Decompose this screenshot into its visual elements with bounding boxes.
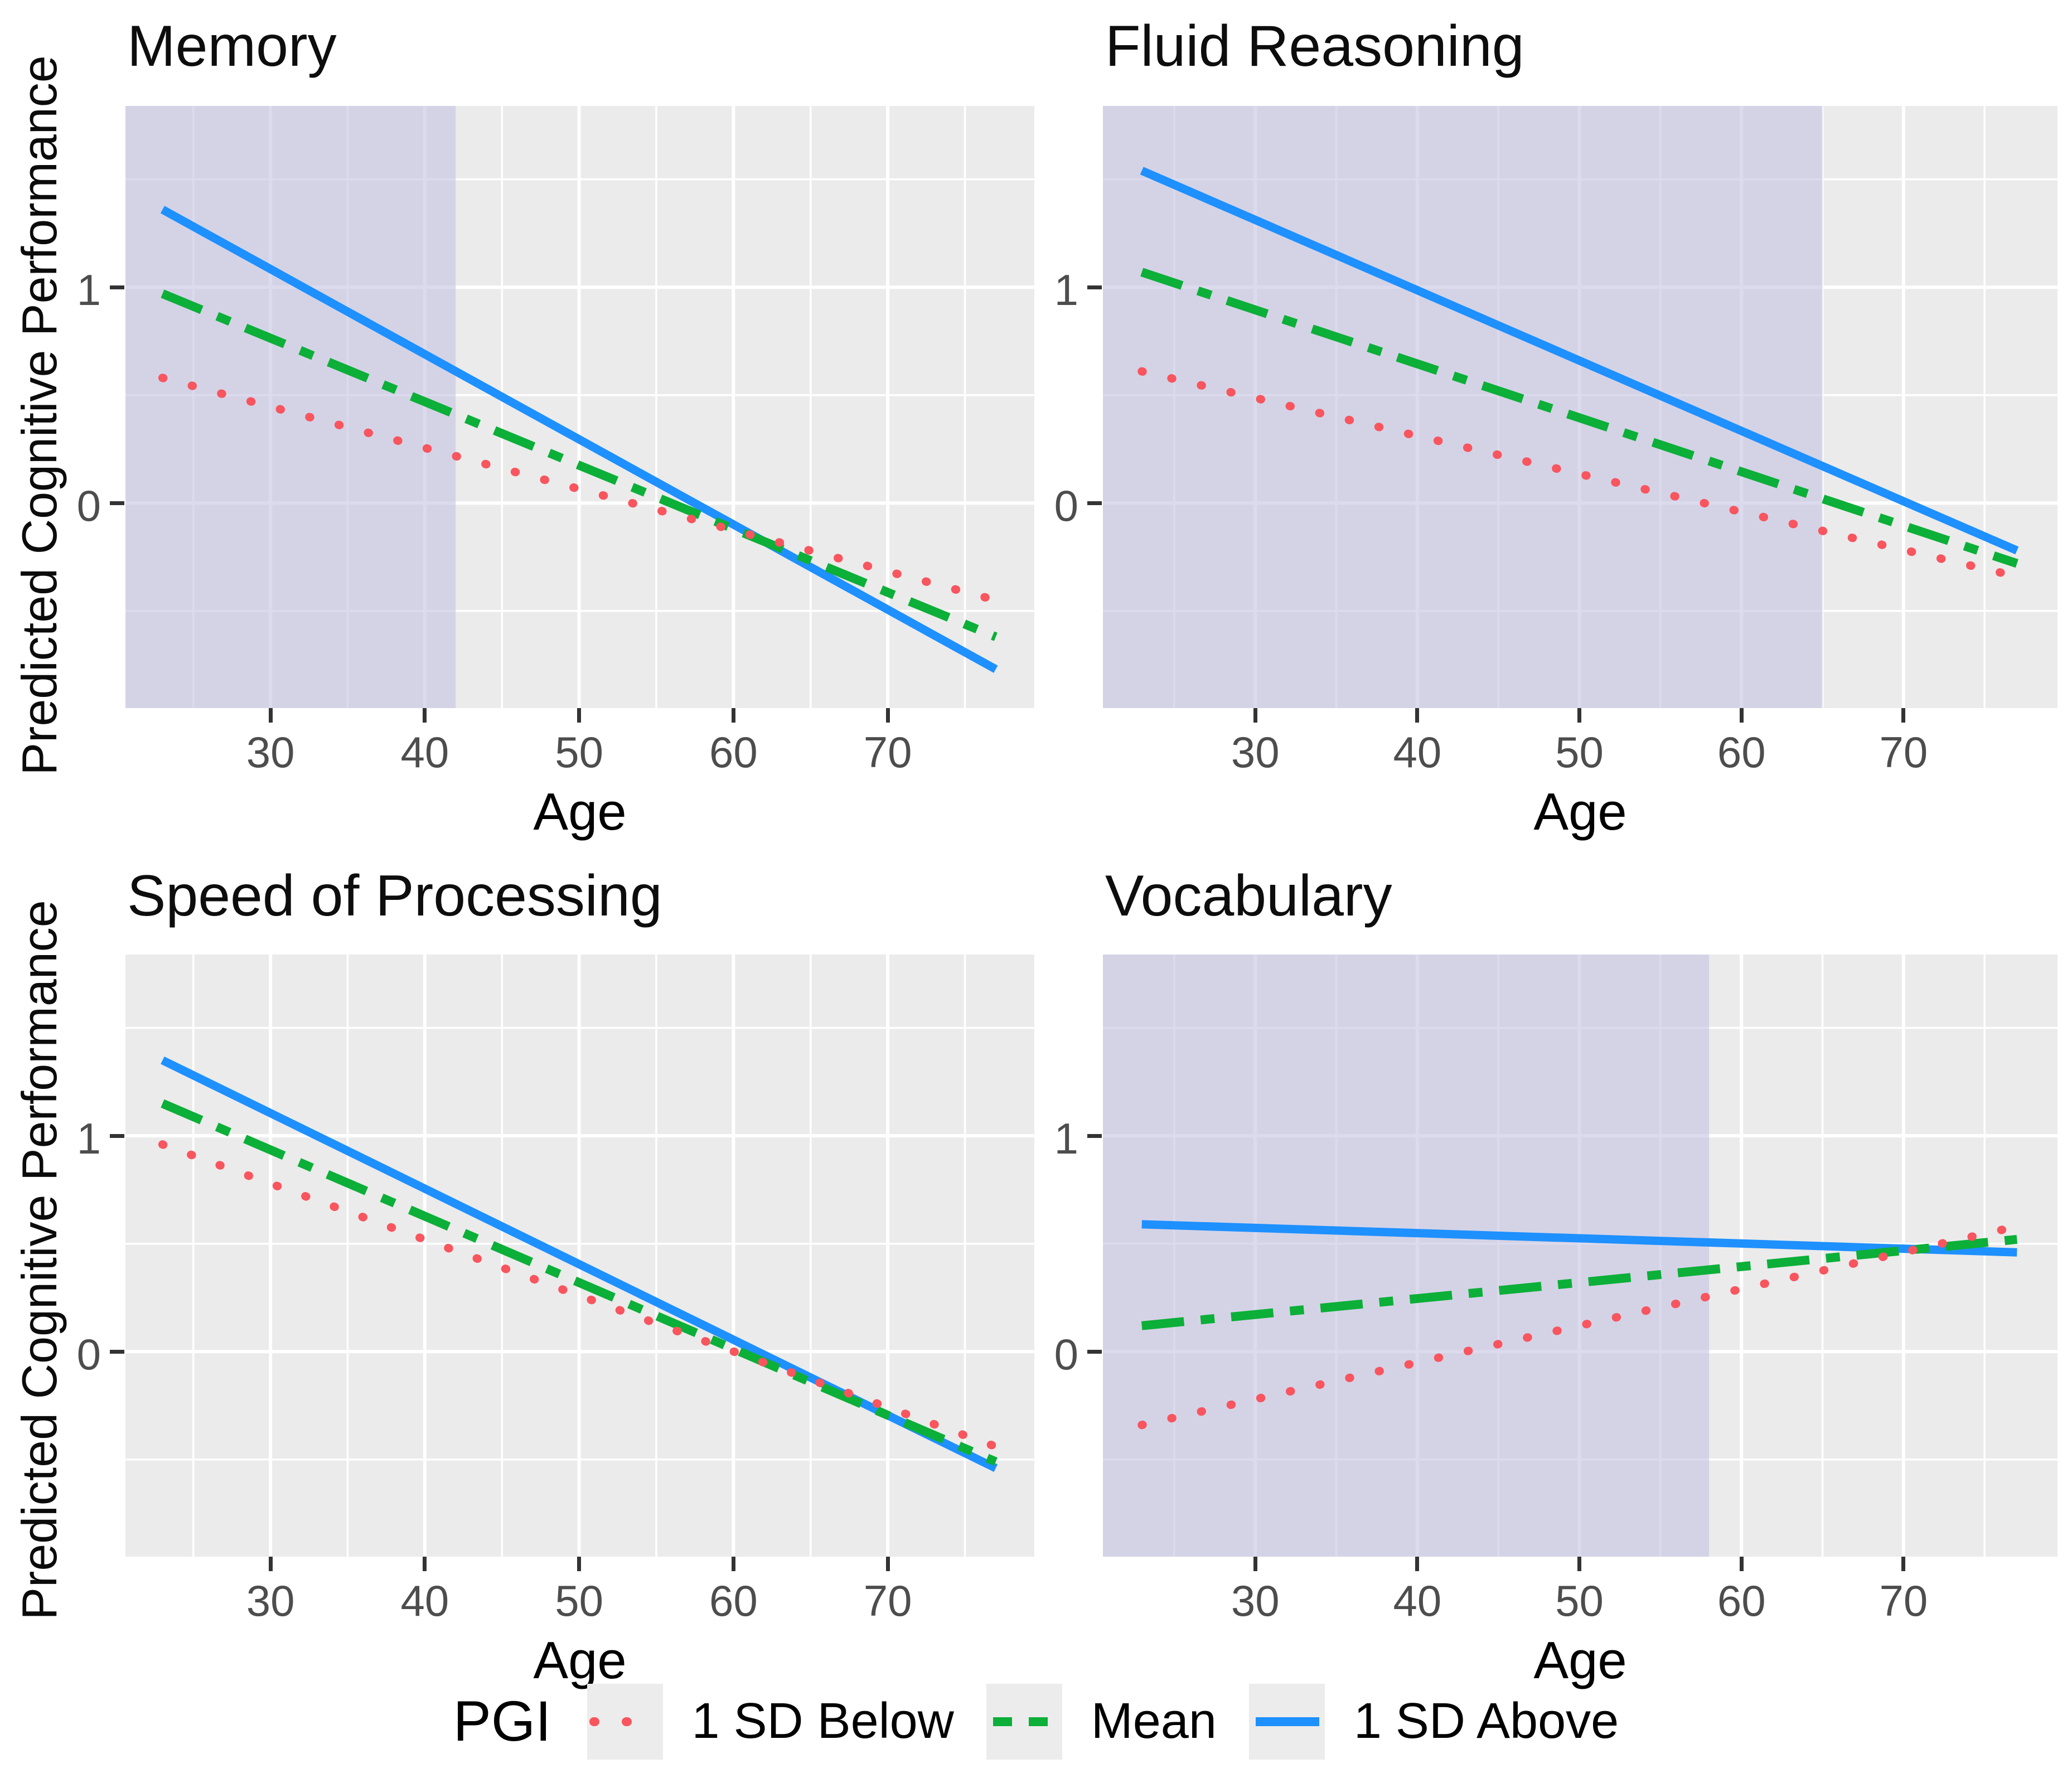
- x-tick-mark: [423, 1557, 427, 1571]
- x-tick-label: 40: [400, 728, 449, 777]
- legend-label: Mean: [1091, 1693, 1217, 1749]
- y-tick-label: 0: [76, 481, 101, 531]
- x-axis-ticks-fluid-reasoning: 30 40 50 60 70: [1103, 708, 2058, 792]
- x-tick-label: 30: [246, 1576, 295, 1625]
- x-tick-mark: [1253, 708, 1257, 723]
- y-tick-mark: [110, 1133, 124, 1138]
- y-tick-label: 0: [76, 1330, 101, 1379]
- y-tick-label: 0: [1054, 481, 1078, 531]
- x-tick-label: 30: [246, 728, 295, 777]
- x-tick-mark: [1253, 1557, 1257, 1571]
- y-tick-mark: [1087, 1133, 1102, 1138]
- x-axis-title-vocabulary: Age: [1533, 1631, 1627, 1689]
- y-tick-mark: [1087, 285, 1102, 289]
- y-tick-label: 1: [1054, 265, 1078, 315]
- x-tick-mark: [1415, 708, 1420, 723]
- y-tick-mark: [110, 285, 124, 289]
- x-tick-label: 50: [555, 728, 603, 777]
- solid-line-key-icon: [1248, 1683, 1325, 1760]
- x-tick-label: 30: [1231, 1576, 1280, 1625]
- y-tick-mark: [110, 501, 124, 505]
- x-tick-mark: [731, 708, 735, 723]
- y-tick-label: 1: [76, 265, 101, 315]
- x-axis-title-speed-of-processing: Age: [533, 1631, 627, 1689]
- x-tick-mark: [1901, 708, 1906, 723]
- y-tick-label: 1: [76, 1114, 101, 1164]
- x-axis-title-fluid-reasoning: Age: [1533, 782, 1627, 841]
- x-tick-label: 50: [1555, 728, 1604, 777]
- dashed-line-key-icon: [986, 1683, 1062, 1760]
- x-tick-label: 60: [1717, 728, 1766, 777]
- x-tick-mark: [577, 1557, 582, 1571]
- x-axis-ticks-vocabulary: 30 40 50 60 70: [1103, 1557, 2058, 1640]
- x-tick-mark: [885, 1557, 890, 1571]
- y-tick-mark: [1087, 1349, 1102, 1354]
- x-tick-mark: [577, 708, 582, 723]
- plot-panel-fluid-reasoning: [1103, 106, 2058, 708]
- x-tick-mark: [423, 708, 427, 723]
- x-tick-mark: [1901, 1557, 1906, 1571]
- x-tick-mark: [1577, 1557, 1582, 1571]
- x-tick-label: 40: [400, 1576, 449, 1625]
- y-tick-mark: [1087, 501, 1102, 505]
- x-tick-label: 40: [1393, 1576, 1442, 1625]
- plot-panel-vocabulary: [1103, 955, 2058, 1557]
- x-tick-mark: [1577, 708, 1582, 723]
- fluid-reasoning-plot: [1103, 106, 2058, 708]
- x-tick-label: 70: [863, 728, 912, 777]
- x-tick-mark: [268, 1557, 273, 1571]
- plot-panel-memory: [125, 106, 1034, 708]
- panel-title-memory: Memory: [127, 14, 337, 79]
- legend-item-1sd-above: 1 SD Above: [1248, 1683, 1619, 1760]
- legend-label: 1 SD Below: [691, 1693, 954, 1749]
- x-tick-label: 60: [1717, 1576, 1766, 1625]
- x-tick-mark: [268, 708, 273, 723]
- plot-panel-speed-of-processing: [125, 955, 1034, 1557]
- panel-title-speed-of-processing: Speed of Processing: [127, 864, 662, 928]
- legend-label: 1 SD Above: [1353, 1693, 1619, 1749]
- y-tick-mark: [110, 1349, 124, 1354]
- x-tick-label: 70: [1879, 728, 1928, 777]
- panel-title-vocabulary: Vocabulary: [1105, 864, 1392, 928]
- x-tick-label: 70: [1879, 1576, 1928, 1625]
- x-tick-label: 50: [555, 1576, 603, 1625]
- vocabulary-plot: [1103, 955, 2058, 1557]
- dotted-line-key-icon: [587, 1683, 663, 1760]
- x-tick-label: 60: [709, 1576, 758, 1625]
- y-tick-label: 1: [1054, 1114, 1078, 1164]
- speed-of-processing-plot: [125, 955, 1034, 1557]
- x-axis-ticks-memory: 30 40 50 60 70: [125, 708, 1034, 792]
- x-axis-ticks-speed-of-processing: 30 40 50 60 70: [125, 1557, 1034, 1640]
- x-tick-label: 30: [1231, 728, 1280, 777]
- x-tick-label: 70: [863, 1576, 912, 1625]
- x-tick-label: 50: [1555, 1576, 1604, 1625]
- x-tick-label: 40: [1393, 728, 1442, 777]
- y-tick-label: 0: [1054, 1330, 1078, 1379]
- x-axis-title-memory: Age: [533, 782, 627, 841]
- x-tick-mark: [1739, 1557, 1744, 1571]
- x-tick-mark: [731, 1557, 735, 1571]
- x-tick-mark: [1739, 708, 1744, 723]
- panel-title-fluid-reasoning: Fluid Reasoning: [1105, 14, 1524, 79]
- legend: PGI 1 SD Below Mean 1 SD Above: [0, 1673, 2072, 1770]
- x-tick-mark: [1415, 1557, 1420, 1571]
- legend-item-mean: Mean: [986, 1683, 1217, 1760]
- legend-item-1sd-below: 1 SD Below: [587, 1683, 954, 1760]
- memory-plot: [125, 106, 1034, 708]
- x-tick-label: 60: [709, 728, 758, 777]
- x-tick-mark: [885, 708, 890, 723]
- legend-title: PGI: [453, 1689, 551, 1753]
